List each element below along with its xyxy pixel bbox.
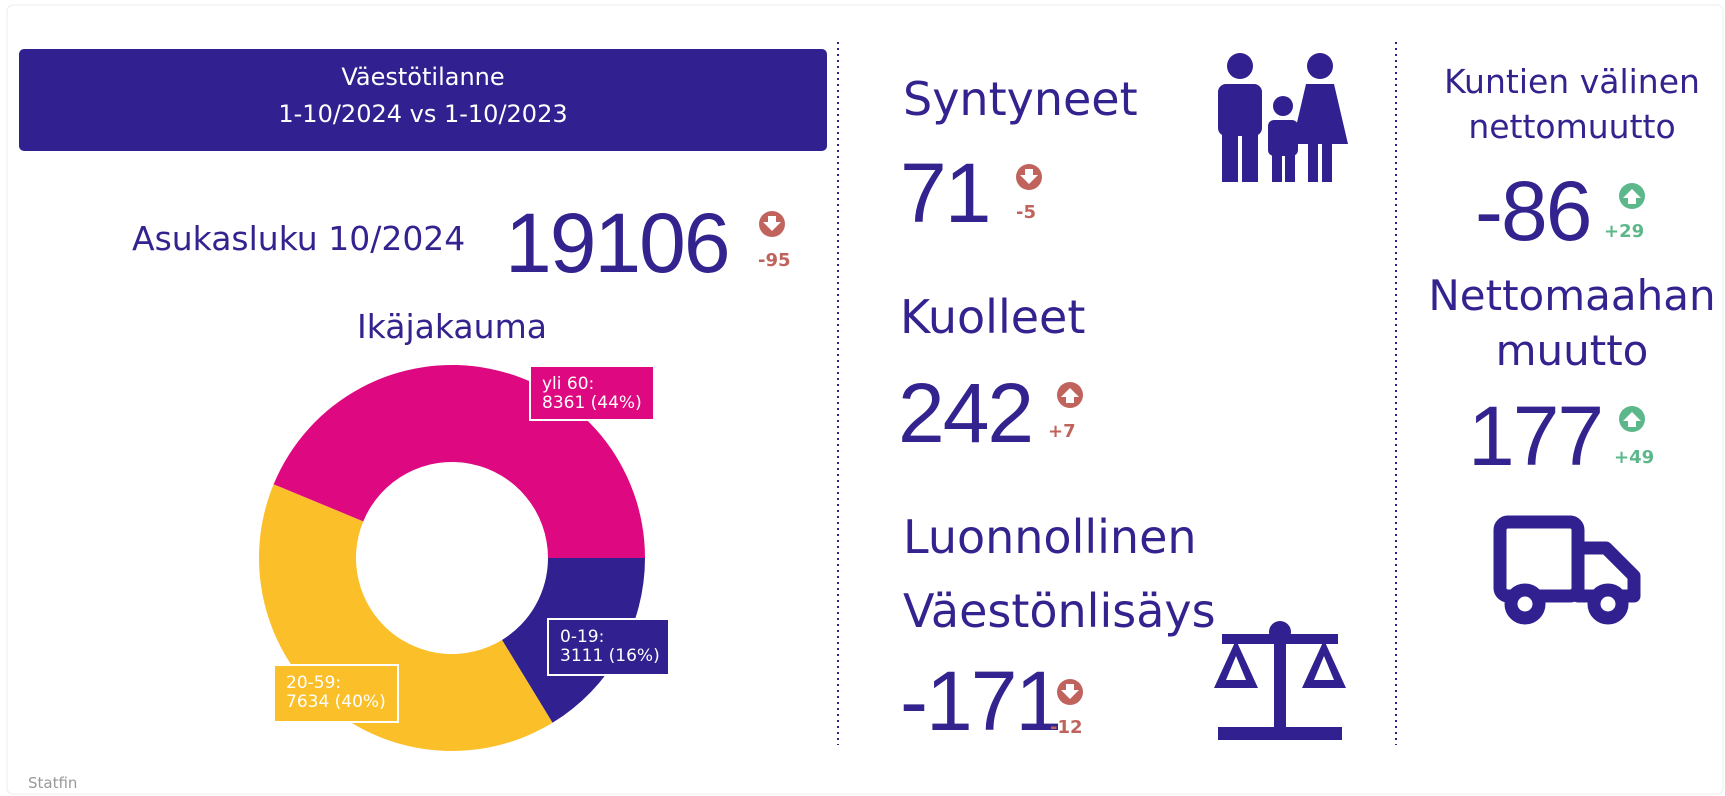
migration-label: nettomuutto [1468, 107, 1675, 146]
change-icon [1016, 164, 1042, 190]
donut-chart: 0-19:3111 (16%) 20-59:7634 (40%) yli 60:83… [258, 365, 670, 751]
migration-change: +29 [1604, 221, 1644, 242]
label-box [273, 664, 399, 723]
change-icon [1057, 679, 1083, 705]
change-icon [759, 211, 785, 237]
header-box [19, 49, 827, 151]
header-title: Väestötilanne [341, 63, 504, 91]
deaths-change: +7 [1048, 421, 1076, 442]
slice-category: 20-59: [286, 673, 341, 693]
natural-label: Luonnollinen [903, 510, 1197, 564]
slice-category: 0-19: [560, 627, 604, 647]
truck-icon [1493, 515, 1641, 625]
card [6, 4, 1724, 795]
slice-value-label: 3111 (16%) [560, 646, 660, 666]
natural-value: -171 [900, 654, 1060, 748]
births-label: Syntyneet [903, 72, 1138, 126]
header-subtitle: 1-10/2024 vs 1-10/2023 [278, 100, 567, 128]
label-box [547, 618, 670, 676]
immigration-label: muutto [1496, 326, 1649, 375]
deaths-value: 242 [898, 366, 1032, 460]
deaths-label: Kuolleet [900, 290, 1085, 344]
population-label: Asukasluku 10/2024 [132, 219, 465, 258]
chart-title: Ikäjakauma [357, 307, 547, 346]
immigration-value: 177 [1468, 389, 1602, 483]
scales-icon [1214, 621, 1346, 740]
population-change: -95 [758, 250, 791, 271]
migration-value: -86 [1475, 164, 1590, 258]
migration-label: Kuntien välinen [1444, 62, 1700, 101]
slice-category: yli 60: [542, 374, 594, 394]
change-icon [1619, 183, 1645, 209]
label-box [529, 365, 655, 421]
births-change: -5 [1016, 202, 1036, 223]
immigration-change: +49 [1614, 447, 1654, 468]
population-value: 19106 [505, 196, 729, 290]
births-value: 71 [900, 146, 989, 240]
immigration-label: Nettomaahan [1428, 271, 1715, 320]
change-icon [1619, 406, 1645, 432]
family-icon [1218, 53, 1348, 182]
footer: Statfin [28, 774, 77, 792]
change-icon [1057, 382, 1083, 408]
natural-label: Väestönlisäys [903, 584, 1216, 638]
slice-value-label: 7634 (40%) [286, 692, 386, 712]
slice-value-label: 8361 (44%) [542, 393, 642, 413]
natural-change: -12 [1050, 717, 1083, 738]
